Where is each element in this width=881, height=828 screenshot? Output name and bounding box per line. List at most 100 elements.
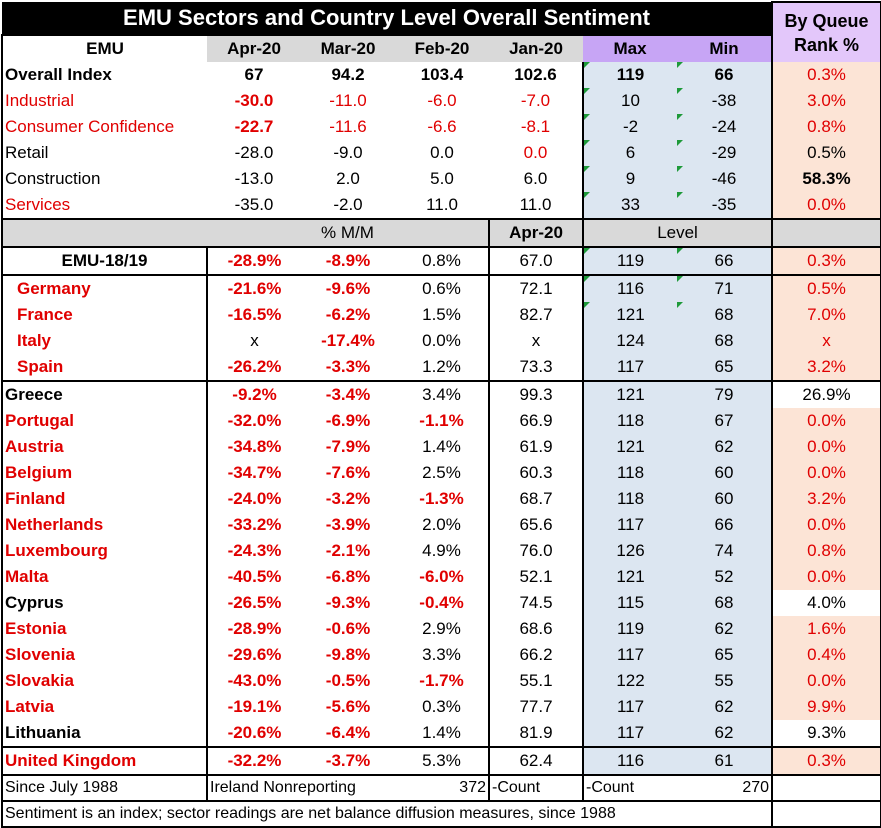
country-value: -1.7% (419, 671, 464, 690)
country-row: Slovenia -29.6% -9.8% 3.3% 66.2 117 65 0.4% (1, 642, 881, 668)
sector-value: 6.0 (523, 169, 548, 188)
country-label: Latvia (1, 694, 207, 720)
country-value: -6.4% (301, 720, 395, 748)
queue-rank-header: By Queue Rank % (771, 1, 881, 62)
country-value: -0.4% (419, 593, 464, 612)
country-value: 68.6 (488, 616, 583, 642)
sub-header-apr: Apr-20 (488, 218, 583, 248)
sector-max: 9 (582, 166, 677, 192)
footer-note-blank (771, 801, 881, 828)
country-label: United Kingdom (1, 747, 207, 776)
country-max: 116 (582, 747, 677, 776)
country-value: -40.5% (206, 564, 301, 590)
sector-label: Industrial (1, 88, 207, 114)
country-value: -20.6% (206, 720, 301, 748)
country-max: 117 (582, 354, 677, 382)
sector-max: 10 (582, 88, 677, 114)
country-value: -28.9% (206, 247, 301, 276)
country-value: 62.4 (488, 747, 583, 776)
footer-count1: 372 (395, 775, 489, 802)
sector-value: 0.0 (430, 143, 454, 162)
country-value: -7.6% (325, 463, 371, 482)
sector-value: -6.6 (427, 117, 457, 136)
queue-header-line2: Rank % (794, 34, 860, 55)
country-value: -43.0% (206, 668, 301, 694)
footer-note: Sentiment is an index; sector readings a… (0, 801, 773, 828)
country-value: -9.8% (325, 645, 371, 664)
country-value: -32.0% (206, 408, 301, 434)
country-max: 121 (582, 381, 677, 408)
country-value: 73.3 (488, 354, 583, 382)
footer-ireland: Ireland Nonreporting (206, 775, 395, 802)
country-value: 0.8% (395, 247, 489, 276)
country-value: -6.9% (325, 411, 371, 430)
header-apr: Apr-20 (207, 34, 301, 62)
sector-value: -35.0 (234, 195, 274, 214)
country-rank: 3.2% (771, 354, 881, 382)
country-rank: x (771, 328, 881, 354)
sector-value: 103.4 (420, 65, 464, 84)
sector-value: 11.0 (519, 195, 552, 214)
country-value: 0.3% (422, 697, 461, 716)
country-rank: 0.8% (771, 538, 881, 564)
sector-min: -35 (677, 192, 773, 219)
sector-min: -46 (677, 166, 773, 192)
country-min: 62 (677, 694, 773, 720)
country-value: -34.8% (206, 434, 301, 460)
country-max: 121 (582, 564, 677, 590)
country-min: 68 (677, 302, 773, 328)
sector-label: Services (1, 192, 207, 219)
sector-row: Retail -28.0 -9.0 0.0 0.0 6 -29 0.5% (1, 140, 881, 166)
country-value: 65.6 (488, 512, 583, 538)
sector-value: 94.2 (331, 65, 365, 84)
country-rank: 0.0% (771, 512, 881, 538)
country-min: 65 (677, 642, 773, 668)
country-value: -17.4% (321, 331, 375, 350)
country-min: 66 (677, 247, 773, 276)
sector-rank: 0.5% (771, 140, 881, 166)
country-value: -28.9% (206, 616, 301, 642)
sector-rank: 0.8% (771, 114, 881, 140)
title-row: EMU Sectors and Country Level Overall Se… (2, 1, 881, 62)
country-value: 76.0 (488, 538, 583, 564)
sector-label: Overall Index (1, 62, 207, 88)
header-emu: EMU (1, 34, 207, 62)
country-row: Netherlands -33.2% -3.9% 2.0% 65.6 117 66 0.0% (1, 512, 881, 538)
country-rank: 0.0% (771, 460, 881, 486)
country-max: 118 (582, 460, 677, 486)
country-min: 67 (677, 408, 773, 434)
country-value: -24.0% (206, 486, 301, 512)
footer-row: Since July 1988 Ireland Nonreporting 372 -C… (1, 775, 881, 802)
sector-value: -11.0 (329, 91, 367, 110)
country-label: Portugal (1, 408, 207, 434)
country-label: Cyprus (1, 590, 207, 616)
country-min: 62 (677, 434, 773, 460)
country-row: Greece -9.2% -3.4% 3.4% 99.3 121 79 26.9% (1, 381, 881, 408)
country-row: Latvia -19.1% -5.6% 0.3% 77.7 117 62 9.9% (1, 694, 881, 720)
country-value: -3.7% (301, 747, 395, 776)
country-max: 119 (582, 616, 677, 642)
country-row: Belgium -34.7% -7.6% 2.5% 60.3 118 60 0.0% (1, 460, 881, 486)
country-min: 68 (677, 328, 773, 354)
sub-header-blank (1, 218, 207, 248)
country-max: 117 (582, 720, 677, 748)
sector-rank: 0.0% (771, 192, 881, 219)
country-value: -16.5% (206, 302, 301, 328)
country-row: Estonia -28.9% -0.6% 2.9% 68.6 119 62 1.6% (1, 616, 881, 642)
country-value: -24.3% (206, 538, 301, 564)
country-label: Lithuania (1, 720, 207, 748)
country-rank: 3.2% (771, 486, 881, 512)
country-label: Greece (1, 381, 207, 408)
country-rank: 1.6% (771, 616, 881, 642)
sector-row: Construction -13.0 2.0 5.0 6.0 9 -46 58.3% (1, 166, 881, 192)
country-max: 124 (582, 328, 677, 354)
footer-blank (771, 775, 881, 802)
sector-max: 33 (582, 192, 677, 219)
sector-value: 11.0 (426, 195, 458, 214)
sector-min: -29 (677, 140, 773, 166)
country-row: Luxembourg -24.3% -2.1% 4.9% 76.0 126 74 0.8% (1, 538, 881, 564)
country-value: -1.3% (419, 489, 464, 508)
sub-header-level: Level (581, 218, 773, 248)
